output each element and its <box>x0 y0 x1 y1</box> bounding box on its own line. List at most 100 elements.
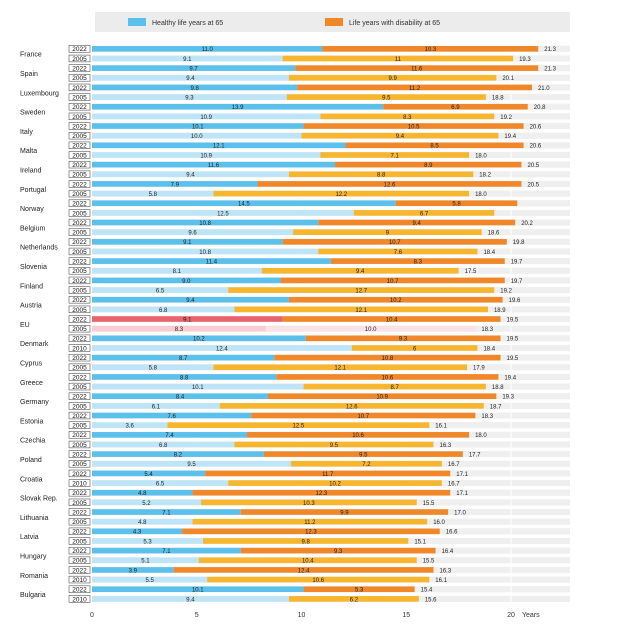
data-label-healthy: 12.4 <box>216 346 228 352</box>
data-label-healthy: 10.2 <box>193 337 205 343</box>
bar-healthy <box>92 557 199 564</box>
bar-disability <box>205 470 451 477</box>
x-tick-label: 10 <box>298 612 306 619</box>
bar-healthy <box>92 460 292 467</box>
data-label-total: 19.2 <box>500 115 512 121</box>
data-label-healthy: 5.1 <box>141 559 150 565</box>
year-box <box>68 247 91 256</box>
data-label-disability: 12.1 <box>334 366 346 372</box>
year-box <box>68 344 91 352</box>
year-label: 2005 <box>72 191 87 198</box>
year-label: 2005 <box>72 423 87 430</box>
year-box <box>68 267 91 275</box>
bar-healthy <box>92 103 384 110</box>
bar-disability <box>291 460 442 467</box>
bar-healthy <box>92 229 294 235</box>
year-box <box>68 392 91 400</box>
data-label-healthy: 11.6 <box>208 163 220 169</box>
data-label-disability: 9.3 <box>399 337 408 343</box>
data-label-disability: 6 <box>413 346 417 352</box>
country-label: Latvia <box>20 534 39 541</box>
year-box <box>68 421 91 429</box>
legend-label-healthy: Healthy life years at 65 <box>152 20 223 27</box>
bar-healthy <box>92 567 174 573</box>
country-label: Greece <box>20 380 43 387</box>
year-box <box>68 103 91 111</box>
country-label: Ireland <box>20 167 42 174</box>
year-label: 2022 <box>72 85 87 92</box>
x-tick-label: 15 <box>402 612 410 619</box>
year-label: 2005 <box>72 384 87 391</box>
bar-healthy <box>92 190 214 197</box>
year-label: 2005 <box>72 558 87 565</box>
year-label: 2022 <box>72 567 87 574</box>
bar-healthy <box>92 586 304 593</box>
data-label-disability: 9 <box>386 231 390 237</box>
year-box <box>68 54 91 63</box>
bar-disability <box>247 432 470 438</box>
data-label-disability: 12.7 <box>355 288 367 294</box>
bar-healthy <box>92 345 352 351</box>
data-label-disability: 9.5 <box>330 443 339 449</box>
year-label: 2005 <box>72 210 87 217</box>
year-label: 2022 <box>72 297 87 304</box>
bar-disability <box>305 335 501 342</box>
year-label: 2005 <box>72 326 87 333</box>
data-label-total: 21.3 <box>544 67 556 73</box>
year-box <box>68 132 91 140</box>
data-label-healthy: 11.4 <box>206 260 218 266</box>
data-label-disability: 10.6 <box>382 375 394 381</box>
bar-healthy <box>92 65 296 71</box>
bar-healthy <box>92 152 321 158</box>
year-box <box>68 508 91 516</box>
data-label-total: 16.7 <box>448 481 460 487</box>
data-label-disability: 12.3 <box>316 491 328 497</box>
data-label-total: 17.7 <box>469 453 481 459</box>
year-label: 2005 <box>72 461 87 468</box>
year-label: 2005 <box>72 94 87 101</box>
year-label: 2022 <box>72 220 87 227</box>
bar-healthy <box>92 132 302 139</box>
bar-disability <box>320 152 470 158</box>
year-label: 2022 <box>72 162 87 169</box>
data-label-total: 18.4 <box>483 250 495 256</box>
year-box <box>68 305 91 314</box>
data-label-total: 19.5 <box>507 317 519 323</box>
data-label-disability: 8.5 <box>430 144 439 150</box>
data-label-total: 20.6 <box>530 124 542 130</box>
year-label: 2022 <box>72 123 87 130</box>
bar-healthy <box>92 84 298 91</box>
data-label-total: 18.7 <box>490 404 502 410</box>
year-label: 2010 <box>72 345 87 352</box>
data-label-disability: 6.7 <box>420 211 429 217</box>
country-label: Lithuania <box>20 515 49 522</box>
year-label: 2005 <box>72 114 87 121</box>
year-label: 2022 <box>72 587 87 594</box>
bar-healthy <box>92 161 336 168</box>
bar-healthy <box>92 480 229 486</box>
bar-healthy <box>92 171 289 178</box>
bar-healthy <box>92 200 396 207</box>
data-label-total: 15.4 <box>421 588 433 594</box>
data-label-total: 19.4 <box>504 134 516 140</box>
bar-healthy <box>92 55 283 62</box>
data-label-disability: 9.5 <box>382 95 391 101</box>
year-label: 2005 <box>72 307 87 314</box>
data-label-disability: 12.4 <box>298 568 310 574</box>
bar-healthy <box>92 538 204 544</box>
data-label-disability: 10.7 <box>389 240 401 246</box>
country-label: Denmark <box>20 341 49 348</box>
year-box <box>68 585 91 593</box>
bar-disability <box>251 412 476 419</box>
year-label: 2005 <box>72 538 87 545</box>
bar-disability <box>318 248 478 255</box>
bar-healthy <box>92 325 266 332</box>
year-label: 2022 <box>72 278 87 285</box>
bar-disability <box>286 94 486 100</box>
country-label: Romania <box>20 573 48 580</box>
year-box <box>68 556 91 564</box>
bar-disability <box>240 509 449 515</box>
bar-healthy <box>92 354 275 361</box>
bar-disability <box>240 547 436 554</box>
